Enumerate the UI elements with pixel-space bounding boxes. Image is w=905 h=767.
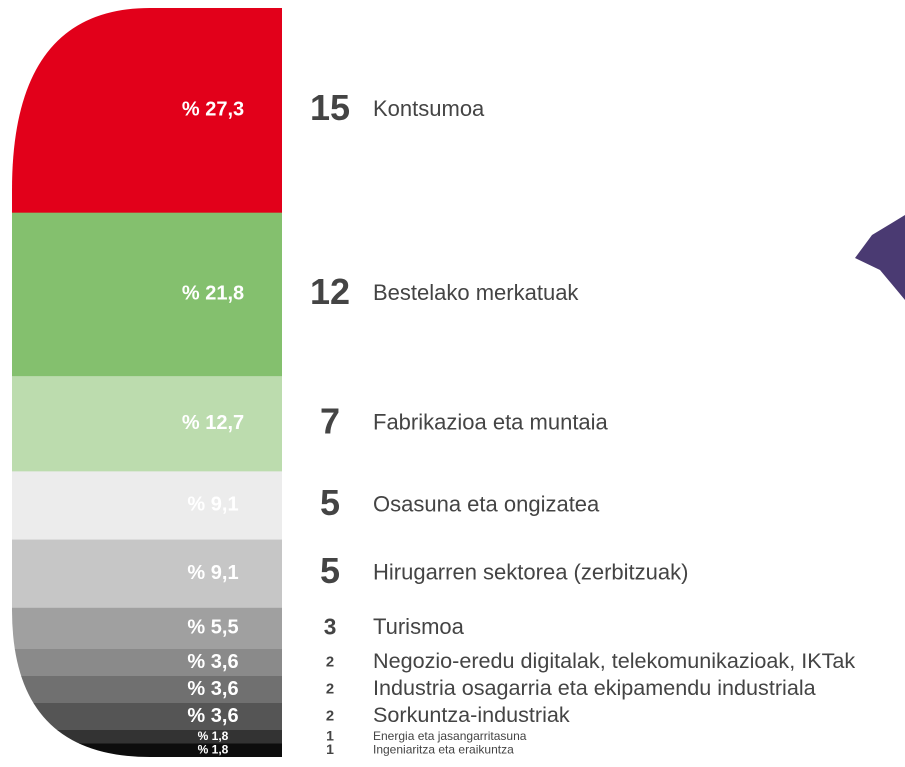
count-label: 5 (320, 550, 340, 591)
percent-label: % 3,6 (187, 651, 238, 673)
percent-label: % 9,1 (187, 494, 238, 516)
category-label: Turismoa (373, 614, 465, 639)
count-label: 2 (326, 708, 334, 724)
category-label: Negozio-eredu digitalak, telekomunikazio… (373, 648, 855, 673)
segment (12, 471, 282, 541)
percent-label: % 1,8 (198, 742, 229, 756)
segment (12, 703, 282, 731)
count-label: 15 (310, 87, 350, 128)
segment (12, 376, 282, 472)
percent-label: % 1,8 (198, 729, 229, 743)
segment (12, 212, 282, 377)
category-label: Hirugarren sektorea (zerbitzuak) (373, 559, 688, 584)
segment (12, 676, 282, 704)
count-label: 5 (320, 482, 340, 523)
count-label: 2 (326, 654, 334, 670)
percent-label: % 21,8 (182, 283, 244, 305)
segment (12, 539, 282, 609)
count-label: 2 (326, 681, 334, 697)
decoration (855, 215, 905, 300)
count-label: 1 (326, 741, 334, 757)
count-label: 12 (310, 271, 350, 312)
category-label: Energia eta jasangarritasuna (373, 729, 527, 743)
count-label: 3 (324, 613, 337, 639)
percent-label: % 5,5 (187, 617, 238, 639)
percent-label: % 9,1 (187, 562, 238, 584)
category-label: Osasuna eta ongizatea (373, 491, 600, 516)
count-label: 1 (326, 727, 334, 743)
category-label: Kontsumoa (373, 96, 485, 121)
percent-label: % 12,7 (182, 412, 244, 434)
stack (12, 8, 282, 757)
segment (12, 730, 282, 745)
percent-label: % 27,3 (182, 99, 244, 121)
category-label: Fabrikazioa eta muntaia (373, 410, 609, 435)
category-label: Ingeniaritza eta eraikuntza (373, 742, 514, 756)
segment (12, 8, 282, 214)
category-label: Bestelako merkatuak (373, 280, 579, 305)
segment (12, 649, 282, 677)
segment (12, 743, 282, 757)
percent-label: % 3,6 (187, 678, 238, 700)
category-label: Sorkuntza-industriak (373, 702, 570, 727)
percent-label: % 3,6 (187, 705, 238, 727)
category-label: Industria osagarria eta ekipamendu indus… (373, 675, 816, 700)
count-label: 7 (320, 400, 340, 441)
segment (12, 607, 282, 650)
